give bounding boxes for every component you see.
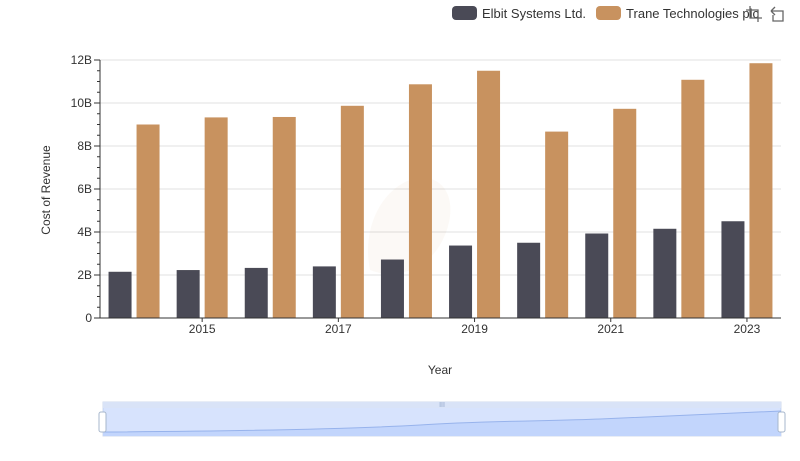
zoom-reset-icon[interactable] [770, 6, 786, 22]
toolbox [746, 6, 786, 22]
bar-trane-2022[interactable] [681, 79, 705, 318]
bar-trane-2015[interactable] [204, 117, 228, 318]
x-tick-label: 2019 [461, 322, 488, 336]
datazoom-move-handle[interactable] [103, 402, 781, 408]
bar-elbit-2018[interactable] [380, 259, 404, 318]
bar-trane-2017[interactable] [340, 105, 364, 318]
y-tick-label: 10B [71, 96, 92, 110]
bar-elbit-2014[interactable] [108, 271, 132, 318]
bar-elbit-2023[interactable] [721, 221, 745, 318]
bar-elbit-2016[interactable] [244, 267, 268, 318]
bar-trane-2020[interactable] [545, 131, 569, 318]
y-axis-title: Cost of Revenue [39, 145, 53, 235]
x-tick-label: 2021 [597, 322, 624, 336]
axes: 0 2B 4B 6B 8B 10B 12B 2015 2017 2019 2021 2023 [71, 53, 781, 336]
legend: Elbit Systems Ltd. Trane Technologies pl… [452, 4, 769, 22]
y-tick-label: 6B [77, 182, 92, 196]
bar-elbit-2020[interactable] [517, 242, 541, 318]
y-tick-label: 8B [77, 139, 92, 153]
bar-trane-2014[interactable] [136, 124, 160, 319]
datazoom-grip-label: III [439, 402, 445, 409]
bar-trane-2021[interactable] [613, 108, 637, 319]
legend-item-trane[interactable]: Trane Technologies plc [596, 6, 759, 21]
y-tick-label: 12B [71, 53, 92, 67]
datazoom-selection[interactable] [103, 408, 781, 436]
bar-elbit-2022[interactable] [653, 228, 677, 318]
bar-trane-2019[interactable] [477, 70, 501, 318]
x-tick-label: 2015 [189, 322, 216, 336]
datazoom-line [102, 410, 782, 433]
legend-label-elbit: Elbit Systems Ltd. [482, 5, 587, 21]
bar-elbit-2017[interactable] [312, 266, 336, 318]
datazoom-slider[interactable]: III [98, 401, 786, 437]
x-tick-label: 2023 [734, 322, 761, 336]
y-tick-label: 2B [77, 268, 92, 282]
bar-elbit-2021[interactable] [585, 233, 609, 318]
bar-trane-2016[interactable] [272, 116, 296, 318]
bar-trane-2018[interactable] [408, 84, 432, 318]
datazoom-area [103, 411, 781, 436]
legend-item-elbit[interactable]: Elbit Systems Ltd. [452, 6, 586, 21]
legend-swatch-trane [596, 6, 622, 20]
zoom-select-icon[interactable] [746, 6, 762, 22]
y-tick-label: 0 [85, 311, 92, 325]
legend-label-trane: Trane Technologies plc [626, 5, 760, 21]
bars [108, 63, 773, 319]
bar-elbit-2019[interactable] [449, 245, 473, 318]
x-axis-title: Year [428, 363, 452, 377]
bar-trane-2023[interactable] [749, 63, 773, 318]
datazoom-left-handle[interactable] [98, 411, 107, 433]
bar-elbit-2015[interactable] [176, 270, 200, 318]
x-tick-label: 2017 [325, 322, 352, 336]
datazoom-right-handle[interactable] [777, 411, 786, 433]
legend-swatch-elbit [452, 6, 477, 20]
y-tick-label: 4B [77, 225, 92, 239]
